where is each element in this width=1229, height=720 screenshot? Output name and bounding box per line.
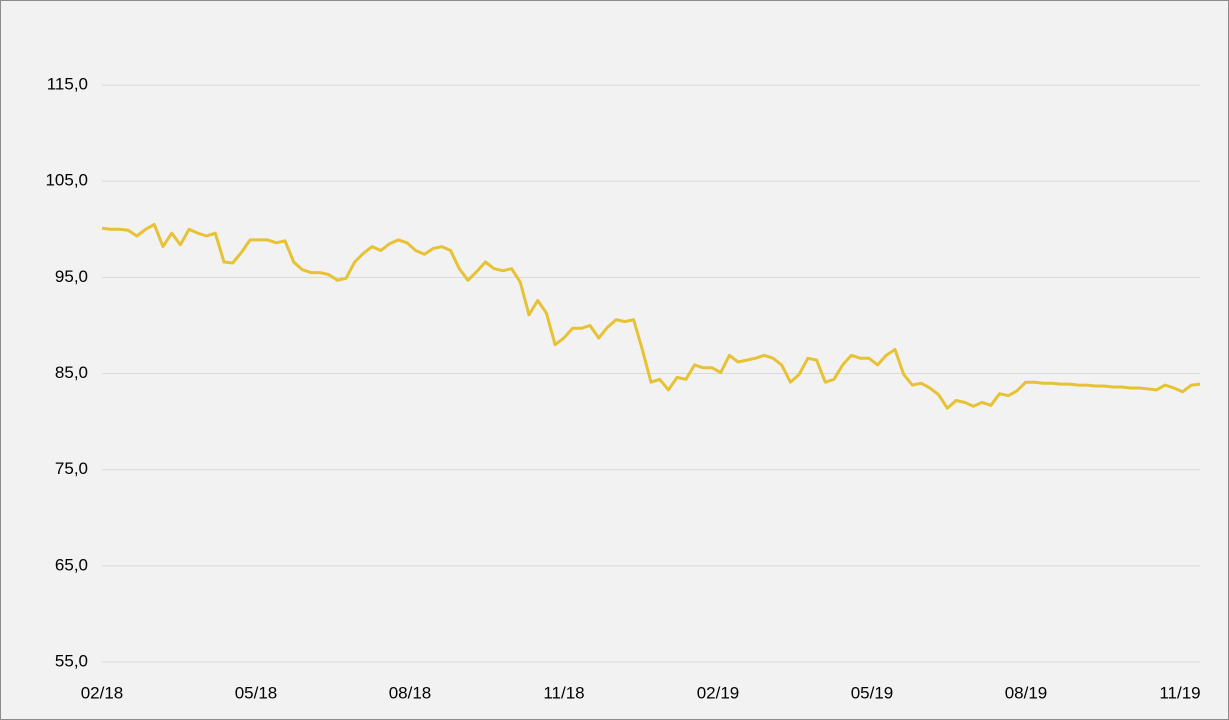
- x-tick-label: 02/18: [81, 683, 124, 702]
- y-tick-label: 115,0: [47, 75, 88, 94]
- y-tick-label: 65,0: [55, 555, 88, 574]
- y-tick-label: 85,0: [55, 363, 88, 382]
- x-tick-label: 11/19: [1159, 683, 1200, 702]
- x-tick-label: 11/18: [543, 683, 584, 702]
- x-tick-label: 02/19: [697, 683, 740, 702]
- line-series: [101, 223, 1201, 410]
- y-tick-label: 55,0: [55, 651, 88, 670]
- x-tick-label: 08/19: [1005, 683, 1048, 702]
- y-tick-label: 75,0: [55, 459, 88, 478]
- y-tick-label: 105,0: [45, 171, 88, 190]
- x-tick-label: 08/18: [389, 683, 432, 702]
- x-tick-label: 05/19: [851, 683, 894, 702]
- x-tick-label: 05/18: [235, 683, 278, 702]
- y-tick-label: 95,0: [55, 267, 88, 286]
